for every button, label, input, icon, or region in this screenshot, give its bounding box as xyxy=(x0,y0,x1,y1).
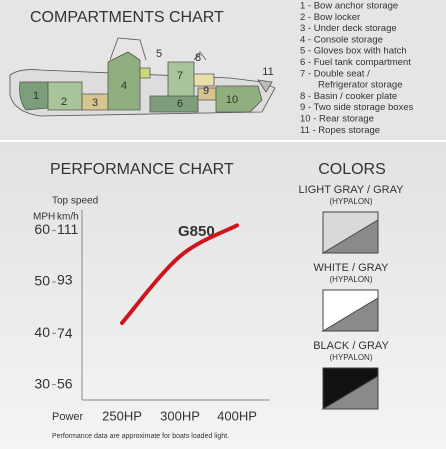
legend-item: 4 - Console storage xyxy=(300,34,383,45)
boat-label: 3 xyxy=(92,97,98,109)
legend-item: 2 - Bow locker xyxy=(300,12,360,23)
boat-label: 11 xyxy=(262,66,273,78)
boat-label: 5 xyxy=(156,48,162,60)
swatch-bottom xyxy=(321,297,379,332)
boat-label: 7 xyxy=(177,70,183,82)
boat xyxy=(9,37,276,117)
y2-tick-label: 93 xyxy=(57,272,73,288)
y-tick-label: 50 xyxy=(34,273,50,289)
x-tick-label: 300HP xyxy=(160,408,200,423)
legend-item: Refrigerator storage xyxy=(318,80,402,91)
top-panel xyxy=(0,0,446,140)
color-material: (HYPALON) xyxy=(330,197,373,206)
legend-item: 6 - Fuel tank compartment xyxy=(300,57,411,68)
y2-axis-label: km/h xyxy=(57,212,79,223)
legend-item: 1 - Bow anchor storage xyxy=(300,1,398,12)
speed-curve xyxy=(120,223,239,325)
model-name: G850 xyxy=(178,223,215,240)
boat-label: 8 xyxy=(195,52,201,64)
legend-item: 5 - Gloves box with hatch xyxy=(300,46,407,57)
chart-title: PERFORMANCE CHART xyxy=(50,161,234,178)
color-material: (HYPALON) xyxy=(330,353,373,362)
color-name: WHITE / GRAY xyxy=(314,262,390,274)
y-caption: Top speed xyxy=(52,196,98,207)
compartments-title: COMPARTMENTS CHART xyxy=(30,9,224,26)
swatch-bottom xyxy=(321,219,379,254)
footnote: Performance data are approximate for boa… xyxy=(52,433,229,440)
y-tick-label: 30 xyxy=(34,375,50,391)
legend-item: 9 - Two side storage boxes xyxy=(300,102,414,113)
boat-label: 2 xyxy=(61,96,67,108)
y2-tick-label: 111 xyxy=(57,221,78,237)
x-axis-label: Power xyxy=(52,411,84,423)
y2-tick-label: 74 xyxy=(57,325,73,341)
boat-label: 4 xyxy=(121,80,127,92)
y-tick-label: 60 xyxy=(34,221,50,237)
boat-label: 6 xyxy=(177,98,183,110)
boat-label: 9 xyxy=(203,85,209,97)
boat-label: 1 xyxy=(33,90,39,102)
legend-item: 3 - Under deck storage xyxy=(300,23,397,34)
x-tick-label: 400HP xyxy=(217,408,257,423)
boat-label: 10 xyxy=(226,94,238,106)
y-axis-label: MPH xyxy=(33,212,55,223)
legend-item: 11 - Ropes storage xyxy=(300,125,380,136)
legend-item: 10 - Rear storage xyxy=(300,114,374,125)
legend-item: 8 - Basin / cooker plate xyxy=(300,91,397,102)
color-name: LIGHT GRAY / GRAY xyxy=(299,184,405,196)
y2-tick-label: 56 xyxy=(57,375,73,391)
color-name: BLACK / GRAY xyxy=(313,340,389,352)
color-material: (HYPALON) xyxy=(330,275,373,284)
y-tick-label: 40 xyxy=(34,324,50,340)
colors-title: COLORS xyxy=(318,161,386,178)
x-tick-label: 250HP xyxy=(102,408,142,423)
swatch-bottom xyxy=(321,375,379,410)
legend-item: 7 - Double seat / xyxy=(300,68,370,79)
